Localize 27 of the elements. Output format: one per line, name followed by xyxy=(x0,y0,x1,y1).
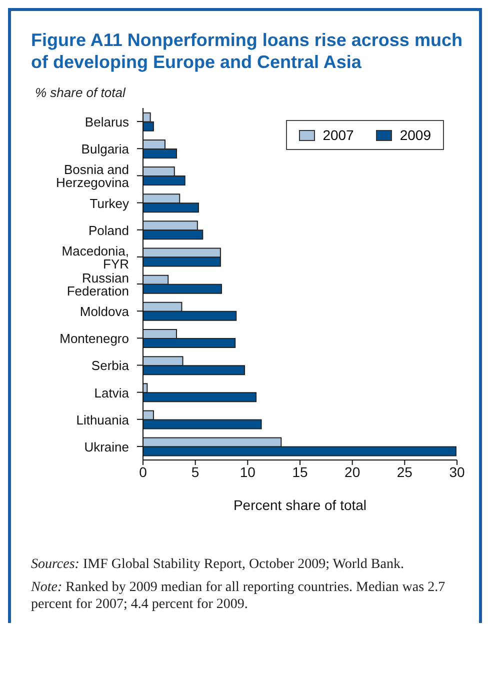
x-tick-label: 15 xyxy=(292,464,308,480)
y-tick-label: Ukraine xyxy=(84,438,129,454)
y-tick-label: Bosnia and Herzegovina xyxy=(56,162,130,190)
y-tick-label: Latvia xyxy=(94,384,130,400)
y-tick-label: Lithuania xyxy=(76,412,130,427)
y-tick-label: Belarus xyxy=(84,114,130,130)
legend-label: 2007 xyxy=(322,127,354,143)
y-tick-label: Turkey xyxy=(90,195,130,210)
y-tick-label: Serbia xyxy=(91,358,130,373)
y-tick-label: Montenegro xyxy=(60,330,129,346)
x-axis-title: Percent share of total xyxy=(233,497,367,513)
x-tick-label: 5 xyxy=(191,464,200,480)
y-tick-label: Macedonia, FYR xyxy=(62,242,129,271)
x-tick-label: 25 xyxy=(396,464,413,480)
x-tick-label: 10 xyxy=(240,464,256,480)
y-tick-label: Moldova xyxy=(80,304,130,319)
text: Note: Ranked by 2009 median for all reporting countries. Median was 2.7 percent for 2007; 4.4 percent for 2009. xyxy=(31,580,446,612)
y-tick-label: Russian Federation xyxy=(66,270,129,298)
source-note: Sources: IMF Global Stability Report, October 2009; World Bank. xyxy=(31,557,404,572)
y-tick-label: Poland xyxy=(88,222,129,238)
x-tick-label: 0 xyxy=(139,464,148,480)
x-tick-label: 20 xyxy=(344,464,360,480)
chart-title: Figure A11 Nonperforming loans rise across much of developing Europe and Central Asia xyxy=(30,29,464,73)
legend-label: 2009 xyxy=(400,127,431,143)
x-tick-label: 30 xyxy=(449,464,465,480)
y-axis-title: % share of total xyxy=(34,84,127,100)
y-tick-label: Bulgaria xyxy=(81,141,130,156)
